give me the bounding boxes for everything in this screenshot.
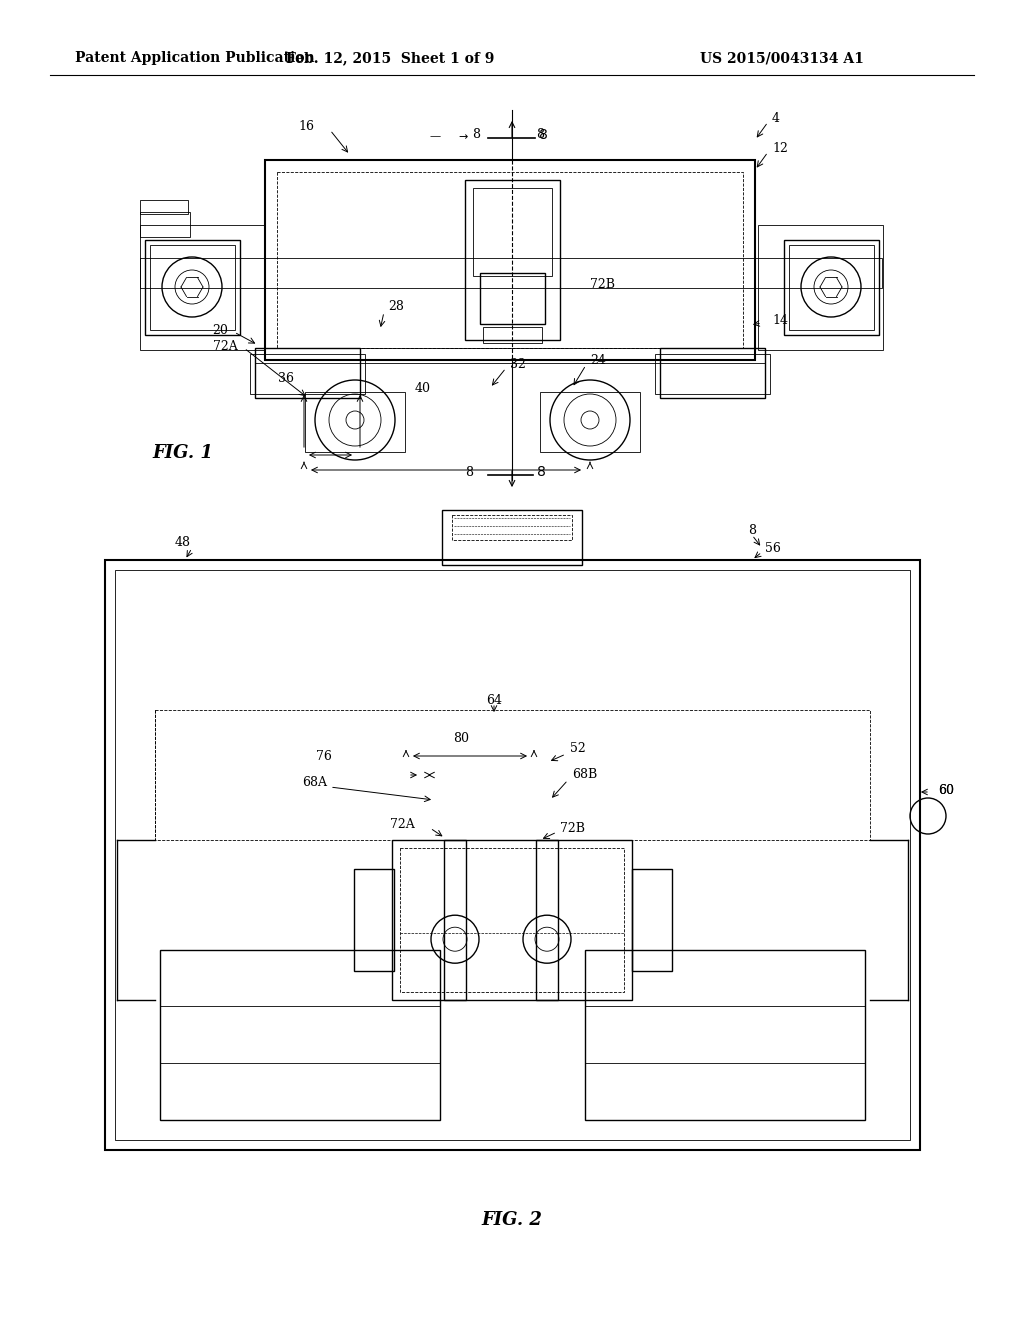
Bar (145, 240, 240, 335)
Bar (444, 840, 466, 1001)
Bar (354, 869, 394, 972)
Text: 28: 28 (388, 301, 403, 314)
Text: FIG. 1: FIG. 1 (152, 444, 213, 462)
Bar (585, 950, 865, 1119)
Text: 72B: 72B (560, 821, 585, 834)
Text: —: — (430, 131, 441, 141)
Bar (784, 240, 879, 335)
Text: 14: 14 (772, 314, 788, 326)
Bar (483, 327, 542, 343)
Bar (758, 224, 883, 350)
Text: 48: 48 (175, 536, 191, 549)
Text: 76: 76 (316, 750, 332, 763)
Text: 36: 36 (278, 371, 294, 384)
Text: 32: 32 (510, 359, 526, 371)
Text: 16: 16 (298, 120, 314, 132)
Bar (536, 840, 558, 1001)
Bar (392, 840, 632, 1001)
Bar (115, 570, 910, 1140)
Bar (150, 246, 234, 330)
Text: 68B: 68B (572, 768, 597, 781)
Bar (473, 187, 552, 276)
Text: 8: 8 (748, 524, 756, 536)
Bar (105, 560, 920, 1150)
Bar (660, 348, 765, 399)
Bar (790, 246, 874, 330)
Text: 72A: 72A (390, 818, 415, 832)
Bar (632, 869, 672, 972)
Text: $\rightarrow$: $\rightarrow$ (456, 131, 468, 141)
Bar (155, 710, 870, 840)
Text: 80: 80 (453, 731, 469, 744)
Bar (250, 354, 365, 393)
Text: 8: 8 (536, 128, 544, 140)
Text: $\it{8}$: $\it{8}$ (538, 128, 548, 143)
Bar (140, 224, 265, 350)
Text: 60: 60 (938, 784, 954, 796)
Text: 40: 40 (415, 381, 431, 395)
Bar (400, 847, 624, 993)
Text: 68A: 68A (302, 776, 327, 788)
Text: 4: 4 (772, 111, 780, 124)
Text: 12: 12 (772, 141, 787, 154)
Bar (305, 392, 406, 451)
Bar (255, 348, 765, 363)
Bar (442, 510, 582, 565)
Text: US 2015/0043134 A1: US 2015/0043134 A1 (700, 51, 864, 65)
Text: 64: 64 (486, 693, 502, 706)
Bar (255, 348, 360, 399)
Bar (655, 354, 770, 393)
Text: 52: 52 (570, 742, 586, 755)
Bar (160, 950, 440, 1119)
Text: $\it{8}$: $\it{8}$ (536, 465, 546, 479)
Bar (265, 160, 755, 360)
Bar (140, 213, 190, 238)
Text: 8: 8 (465, 466, 473, 479)
Bar (140, 257, 882, 288)
Bar (480, 273, 545, 323)
Text: FIG. 2: FIG. 2 (481, 1210, 543, 1229)
Text: 72B: 72B (590, 279, 615, 292)
Text: 24: 24 (590, 354, 606, 367)
Bar (452, 515, 572, 540)
Text: 60: 60 (938, 784, 954, 796)
Bar (140, 201, 188, 214)
Text: Feb. 12, 2015  Sheet 1 of 9: Feb. 12, 2015 Sheet 1 of 9 (286, 51, 495, 65)
Text: 56: 56 (765, 541, 781, 554)
Text: 8: 8 (472, 128, 480, 140)
Bar (465, 180, 560, 341)
Bar (278, 172, 743, 348)
Text: 20: 20 (212, 323, 228, 337)
Text: 72A: 72A (213, 341, 238, 354)
Text: Patent Application Publication: Patent Application Publication (75, 51, 314, 65)
Bar (540, 392, 640, 451)
